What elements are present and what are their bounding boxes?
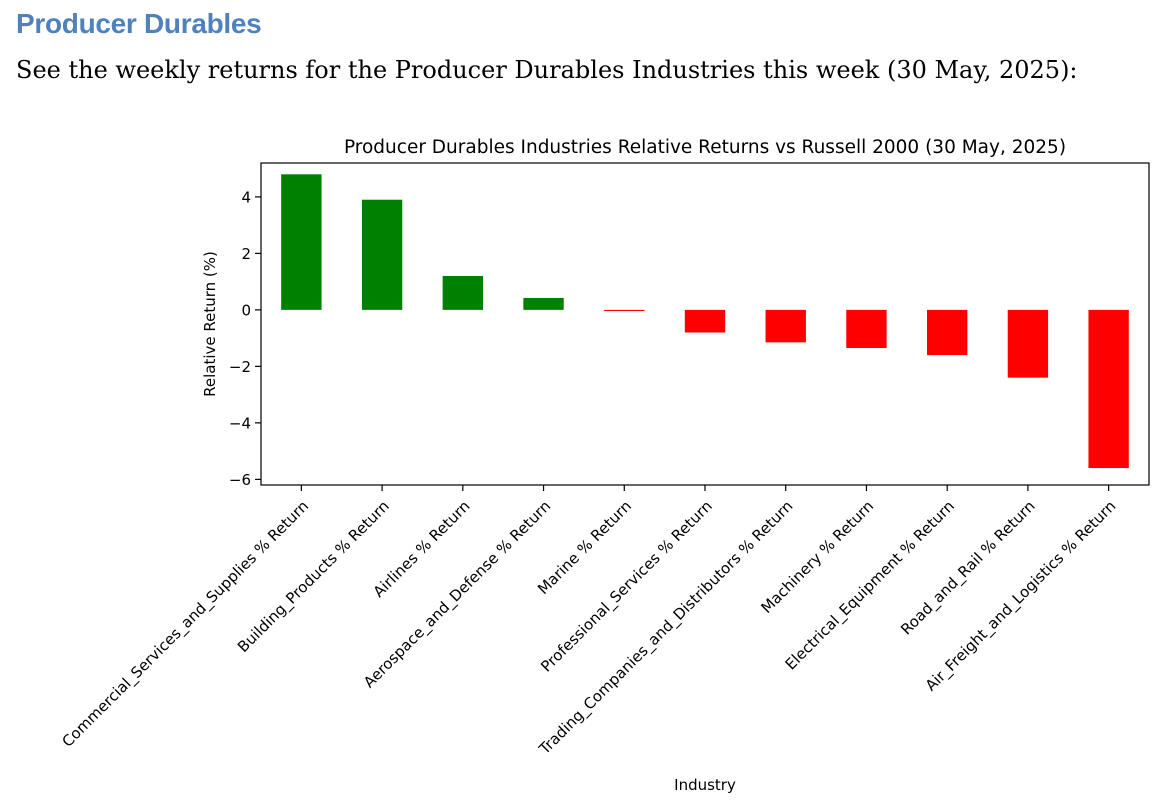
- y-tick-label: −6: [229, 471, 251, 489]
- x-tick-label: Aerospace_and_Defense % Return: [360, 497, 555, 692]
- bar-4: [604, 309, 645, 312]
- y-tick-label: 4: [241, 188, 251, 206]
- y-tick-label: 2: [241, 245, 251, 263]
- bar-0: [281, 174, 322, 310]
- chart-title: Producer Durables Industries Relative Re…: [344, 137, 1066, 158]
- x-tick-label: Electrical_Equipment % Return: [782, 497, 959, 674]
- y-axis-ticks: −6 −4 −2 0 2 4: [229, 188, 261, 489]
- y-tick-label: 0: [241, 301, 251, 319]
- bar-1: [361, 199, 403, 310]
- x-tick-label: Building_Products % Return: [234, 497, 394, 657]
- bars-group: [281, 174, 1129, 469]
- x-tick-label: Road_and_Rail % Return: [897, 497, 1039, 639]
- bar-7: [846, 309, 887, 349]
- bar-3: [523, 298, 564, 310]
- bar-6: [765, 309, 806, 343]
- bar-9: [1007, 309, 1049, 378]
- y-axis-label: Relative Return (%): [201, 251, 219, 397]
- bar-10: [1088, 309, 1129, 469]
- x-axis-ticks: Commercial_Services_and_Supplies % Retur…: [58, 485, 1120, 759]
- bar-5: [684, 309, 726, 333]
- x-axis-label: Industry: [674, 776, 736, 794]
- y-tick-label: −4: [229, 414, 251, 432]
- intro-text: See the weekly returns for the Producer …: [16, 56, 1078, 84]
- x-tick-label: Professional_Services % Return: [537, 497, 716, 676]
- plot-frame: [260, 162, 1150, 486]
- y-tick-label: −2: [229, 358, 251, 376]
- section-heading: Producer Durables: [16, 8, 262, 39]
- bar-2: [442, 275, 483, 310]
- bar-8: [927, 309, 968, 356]
